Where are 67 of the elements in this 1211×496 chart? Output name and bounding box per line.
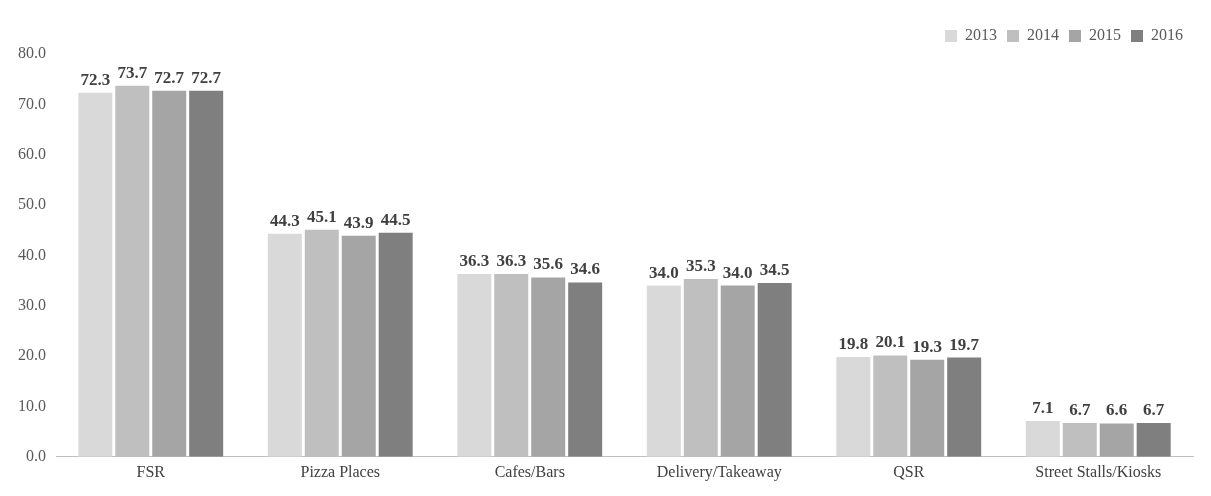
bar [189, 90, 224, 457]
bar [1136, 423, 1171, 457]
x-tick-label: Pizza Places [300, 462, 381, 480]
bar [1025, 421, 1060, 457]
bar [836, 357, 871, 457]
bar [873, 355, 908, 457]
bar [947, 357, 982, 457]
data-label: 19.8 [838, 334, 869, 353]
y-tick-label: 30.0 [18, 295, 46, 313]
bar [267, 233, 302, 457]
data-label: 19.3 [912, 336, 943, 356]
legend-label: 2015 [1089, 26, 1121, 44]
x-tick-label: Cafes/Bars [494, 462, 565, 480]
data-label: 19.7 [949, 334, 980, 354]
legend-label: 2014 [1027, 26, 1059, 44]
data-label: 6.6 [1106, 400, 1128, 420]
data-label: 34.0 [722, 262, 753, 282]
data-label: 6.7 [1069, 399, 1091, 419]
x-tick-label: Street Stalls/Kiosks [1035, 462, 1162, 480]
bar [457, 274, 492, 457]
data-label: 73.7 [117, 62, 148, 82]
bar [683, 279, 718, 457]
legend-label: 2016 [1151, 26, 1183, 44]
bar [78, 92, 113, 457]
data-label: 72.3 [80, 69, 111, 89]
y-tick-label: 50.0 [18, 195, 46, 213]
data-label: 36.3 [496, 250, 527, 270]
data-label: 44.3 [269, 210, 300, 230]
data-label: 44.5 [380, 209, 411, 229]
y-tick-label: 80.0 [18, 44, 46, 62]
legend-label: 2013 [965, 26, 997, 44]
data-label: 72.7 [154, 67, 185, 87]
x-tick-label: QSR [893, 462, 925, 480]
bar [910, 359, 945, 457]
data-label: 20.1 [875, 332, 906, 352]
bar [1062, 423, 1097, 457]
y-tick-label: 70.0 [18, 94, 46, 112]
bar [568, 282, 603, 457]
bar [341, 235, 376, 457]
data-label: 34.5 [759, 259, 790, 279]
bar [531, 277, 566, 457]
y-tick-label: 0.0 [26, 447, 46, 464]
bar [152, 90, 187, 457]
y-tick-label: 20.0 [18, 346, 46, 364]
data-label: 36.3 [459, 250, 490, 270]
bar [1099, 423, 1134, 457]
data-label: 34.6 [570, 259, 601, 279]
data-label: 45.1 [306, 206, 337, 226]
data-label: 6.7 [1143, 399, 1165, 419]
bar [115, 85, 150, 457]
bar [646, 285, 681, 457]
y-tick-label: 40.0 [18, 245, 46, 263]
bar [494, 274, 529, 457]
x-tick-label: FSR [136, 462, 166, 480]
data-label: 7.1 [1032, 397, 1054, 417]
bar [757, 283, 792, 457]
y-tick-label: 10.0 [18, 396, 46, 414]
data-label: 34.0 [648, 262, 679, 282]
y-tick-label: 60.0 [18, 144, 46, 162]
data-label: 72.7 [191, 67, 222, 87]
bar [720, 285, 755, 457]
data-label: 35.6 [533, 254, 564, 274]
data-label: 35.3 [685, 255, 716, 275]
data-label: 43.9 [343, 212, 374, 232]
bar [304, 229, 339, 457]
x-tick-label: Delivery/Takeaway [656, 462, 782, 481]
bar [378, 232, 413, 457]
